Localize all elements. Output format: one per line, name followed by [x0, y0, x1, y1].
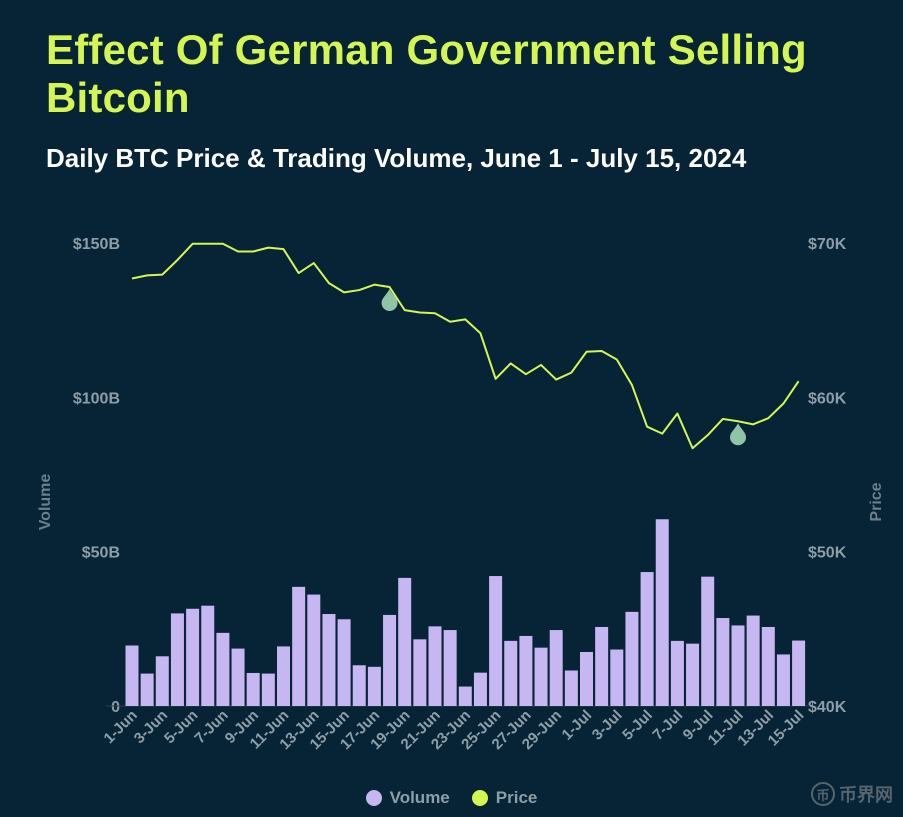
legend-swatch-volume — [365, 790, 382, 806]
watermark: 币 币界网 — [811, 781, 893, 807]
volume-bar — [322, 614, 336, 706]
price-marker — [381, 288, 398, 311]
volume-bar — [625, 611, 639, 706]
left-axis-title: Volume — [37, 474, 54, 531]
legend-swatch-price — [471, 790, 488, 806]
x-axis-tick: 5-Jun — [161, 707, 201, 747]
chart-title: Effect Of German Government Selling Bitc… — [46, 26, 807, 121]
volume-bar — [186, 608, 200, 706]
volume-bar — [231, 648, 245, 706]
volume-bar — [140, 673, 154, 706]
price-markers — [381, 288, 746, 446]
volume-bar — [534, 647, 548, 706]
volume-bar — [246, 672, 260, 706]
volume-bar — [125, 645, 139, 706]
volume-bar — [761, 626, 775, 706]
volume-bar — [549, 630, 563, 706]
volume-bar — [398, 577, 412, 706]
left-axis-ticks: 0 $50B $100B $150B — [73, 236, 120, 716]
volume-bar — [261, 673, 275, 706]
volume-bar — [746, 615, 760, 706]
volume-bar — [170, 613, 184, 706]
legend-item-price[interactable]: Price — [471, 788, 538, 808]
right-axis-title: Price — [868, 482, 885, 521]
left-axis-tick: $150B — [73, 236, 120, 253]
volume-bar — [292, 586, 306, 706]
left-axis-tick: 0 — [111, 699, 120, 716]
volume-bar — [670, 640, 684, 706]
right-axis-ticks: $40K $50K $60K $70K — [808, 236, 847, 716]
price-marker — [730, 423, 746, 446]
right-axis-tick: $50K — [808, 545, 847, 562]
volume-bar — [701, 576, 715, 706]
volume-bar — [473, 672, 487, 706]
volume-bar — [580, 651, 593, 706]
volume-bar — [564, 670, 578, 706]
volume-bar — [655, 519, 669, 706]
x-axis-tick: 7-Jul — [649, 707, 686, 744]
volume-bar — [640, 572, 654, 706]
volume-bar — [610, 649, 624, 706]
legend: Volume Price — [0, 788, 903, 808]
volume-bar — [216, 632, 230, 706]
legend-item-volume[interactable]: Volume — [365, 788, 450, 808]
x-axis-tick: 7-Jun — [191, 707, 231, 747]
volume-bars — [125, 519, 806, 706]
left-axis-tick: $100B — [73, 390, 120, 407]
volume-bar — [367, 666, 381, 706]
legend-label-price: Price — [495, 788, 538, 807]
volume-bar — [352, 665, 366, 706]
x-axis-ticks: 1-Jun3-Jun5-Jun7-Jun9-Jun11-Jun13-Jun15-… — [101, 707, 808, 753]
volume-bar — [519, 635, 533, 706]
volume-bar — [731, 625, 745, 706]
volume-bar — [443, 630, 457, 706]
volume-bar — [792, 640, 806, 706]
x-axis-tick: 1-Jul — [559, 707, 596, 744]
right-axis-tick: $40K — [808, 699, 847, 716]
chart-subtitle: Daily BTC Price & Trading Volume, June 1… — [46, 143, 747, 173]
volume-bar — [155, 656, 169, 706]
x-axis-tick: 1-Jun — [101, 707, 141, 747]
watermark-text: 币界网 — [839, 785, 893, 805]
volume-bar — [428, 626, 442, 706]
volume-bar — [458, 686, 472, 706]
right-axis-tick: $70K — [808, 236, 847, 253]
x-axis-tick: 3-Jun — [131, 707, 171, 747]
volume-bar — [504, 640, 518, 706]
volume-bar — [277, 646, 290, 706]
watermark-coin-icon: 币 — [811, 782, 835, 806]
x-axis-tick: 3-Jul — [589, 707, 626, 744]
volume-bar — [595, 626, 609, 706]
x-axis-tick: 5-Jul — [619, 707, 656, 744]
left-axis-tick: $50B — [82, 545, 120, 562]
volume-bar — [716, 618, 730, 706]
volume-bar — [307, 594, 321, 706]
volume-bar — [201, 605, 215, 706]
right-axis-tick: $60K — [808, 390, 847, 407]
volume-bar — [776, 654, 790, 706]
volume-bar — [686, 643, 700, 706]
volume-bar — [383, 614, 397, 706]
legend-label-volume: Volume — [389, 788, 450, 807]
volume-bar — [413, 639, 427, 706]
volume-bar — [489, 576, 503, 706]
price-line — [131, 242, 800, 450]
volume-bar — [337, 619, 351, 706]
